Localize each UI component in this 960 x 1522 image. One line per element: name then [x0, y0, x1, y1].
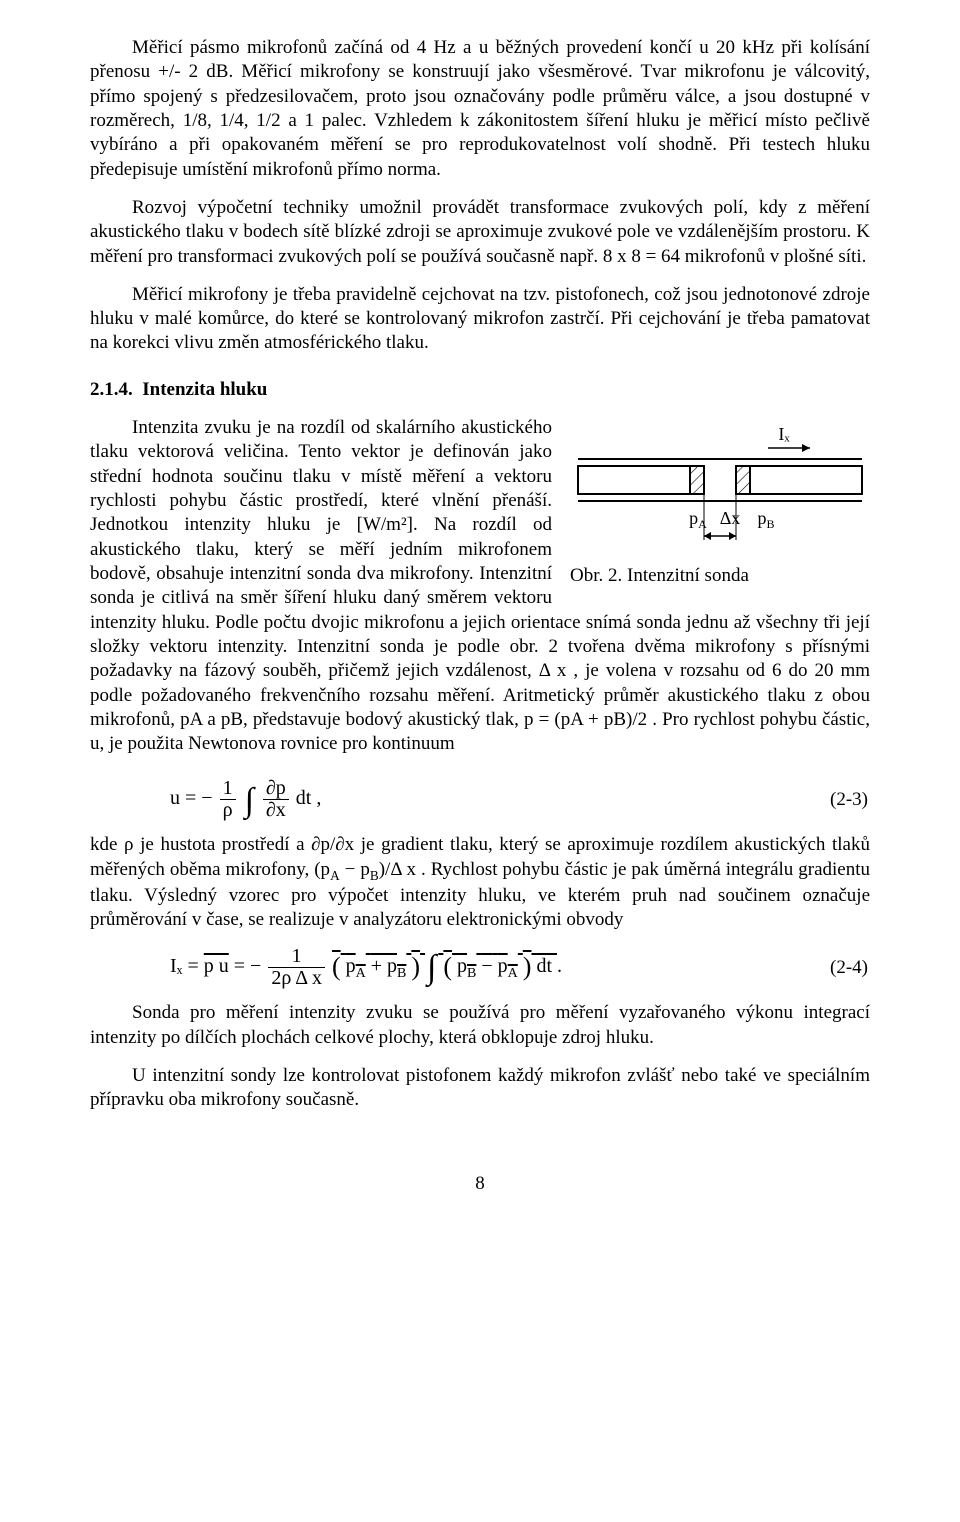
eq2-pu: p u [204, 955, 229, 977]
eq-num-1: 1 [220, 778, 236, 800]
eq2-pb2: pB [457, 955, 476, 977]
paragraph-transforms: Rozvoj výpočetní techniky umožnil provád… [90, 196, 870, 269]
eq2-period: . [557, 955, 562, 977]
eq2-frac: 1 2ρ Δ x [268, 946, 325, 989]
eq2-dt: dt [536, 955, 552, 977]
eq2-minus: − [250, 955, 261, 977]
eq2-pa1: pA [346, 955, 366, 977]
eq-dt: dt [296, 788, 312, 810]
section-title-text: Intenzita hluku [142, 379, 267, 400]
equation-2-3-number: (2-3) [830, 788, 870, 812]
equation-2-3-body: u = − 1 ρ ∫ ∂p ∂x dt , [90, 778, 321, 821]
eq2-minus2: − [481, 955, 492, 977]
intensity-probe-diagram: Iₓ pA pB Δx [570, 424, 870, 554]
eq-eq: = [185, 788, 196, 810]
paragraph-calibration: Měřicí mikrofony je třeba pravidelně cej… [90, 283, 870, 356]
eq2-overline-group: ( pA + pB ) ∫ ( pB − pA ) dt [332, 955, 557, 977]
eq-frac-1-rho: 1 ρ [220, 778, 236, 821]
paragraph-grad-explain: kde ρ je hustota prostředí a ∂p/∂x je gr… [90, 833, 870, 932]
paragraph-power-integration: Sonda pro měření intenzity zvuku se použ… [90, 1001, 870, 1050]
eq-den-dx: ∂x [263, 800, 289, 821]
eq2-pb1: pB [387, 955, 406, 977]
section-number: 2.1.4. [90, 379, 133, 400]
page-number: 8 [90, 1172, 870, 1196]
eq2-eq1: = [187, 955, 198, 977]
inline-expr-papb: (pA − pB)/Δ x [314, 859, 416, 880]
paragraph-mic-band: Měřicí pásmo mikrofonů začíná od 4 Hz a … [90, 36, 870, 182]
figure-caption: Obr. 2. Intenzitní sonda [570, 564, 870, 588]
label-dx: Δx [720, 508, 741, 528]
page: Měřicí pásmo mikrofonů začíná od 4 Hz a … [0, 0, 960, 1237]
rparen2-icon: ) [523, 952, 532, 981]
eq2-pu-bar: p u [204, 955, 229, 977]
eq-num-dp: ∂p [263, 778, 289, 800]
lparen-icon: ( [332, 952, 341, 981]
figure-caption-prefix: Obr. 2. [570, 565, 622, 586]
eq2-ix: Iₓ [170, 955, 182, 977]
rparen-icon: ) [411, 952, 420, 981]
eq2-num: 1 [268, 946, 325, 968]
figure-intensity-probe: Iₓ pA pB Δx Obr. 2. Intenzitní sonda [570, 424, 870, 588]
eq-frac-dp-dx: ∂p ∂x [263, 778, 289, 821]
eq2-eq2: = [234, 955, 245, 977]
eq2-plus: + [371, 955, 382, 977]
eq-minus: − [201, 788, 212, 810]
paragraph-pistophone-check: U intenzitní sondy lze kontrolovat pisto… [90, 1064, 870, 1113]
label-ix: Iₓ [778, 424, 790, 444]
equation-2-3: u = − 1 ρ ∫ ∂p ∂x dt , (2-3) [90, 778, 870, 821]
section-heading: 2.1.4. Intenzita hluku [90, 378, 870, 402]
equation-2-4-number: (2-4) [830, 956, 870, 980]
figure-caption-text: Intenzitní sonda [627, 565, 749, 586]
lparen2-icon: ( [443, 952, 452, 981]
equation-2-4: Iₓ = p u = − 1 2ρ Δ x ( pA + pB ) ∫ ( pB [90, 946, 870, 989]
eq-comma: , [316, 788, 321, 810]
equation-2-4-body: Iₓ = p u = − 1 2ρ Δ x ( pA + pB ) ∫ ( pB [90, 946, 562, 989]
label-pb: pB [757, 508, 774, 531]
intensity-section-body: Iₓ pA pB Δx Obr. 2. Intenzitní sonda Int… [90, 416, 870, 770]
eq-u: u [170, 788, 180, 810]
eq2-den: 2ρ Δ x [268, 968, 325, 989]
eq-den-rho: ρ [220, 800, 236, 821]
eq2-pa2: pA [498, 955, 518, 977]
